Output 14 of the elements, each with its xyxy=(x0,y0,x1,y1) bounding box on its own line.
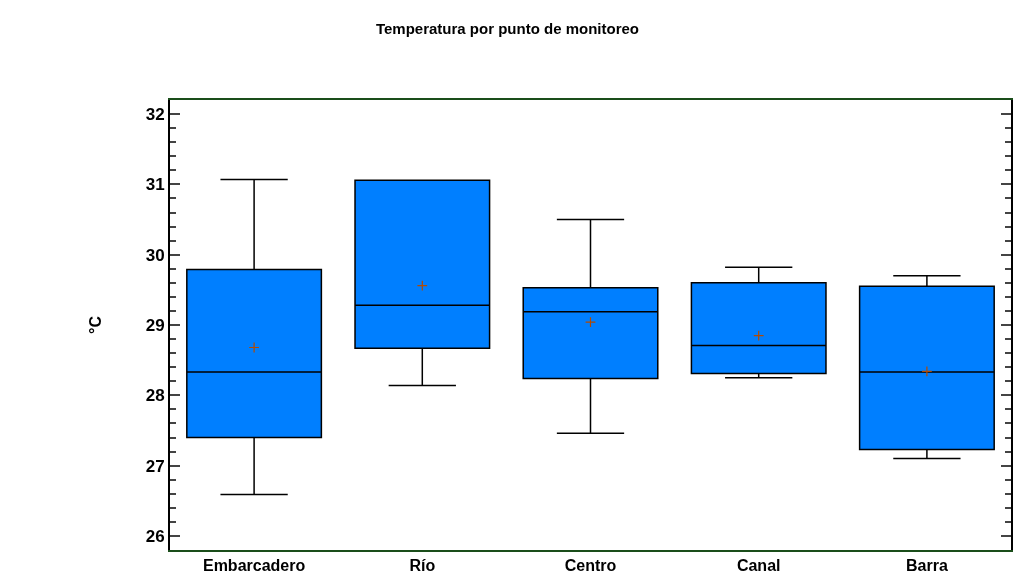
y-tick-label: 26 xyxy=(145,526,165,546)
y-tick-label: 28 xyxy=(145,386,165,406)
x-tick-label: Centro xyxy=(564,557,617,575)
x-tick-label: Río xyxy=(409,557,436,575)
x-tick-label: Canal xyxy=(736,557,781,575)
y-tick-label: 29 xyxy=(145,315,165,335)
x-tick-label: Embarcadero xyxy=(202,557,306,575)
chart-title: Temperatura por punto de monitoreo xyxy=(375,19,640,37)
x-tick-label: Barra xyxy=(905,557,948,575)
y-tick-label: 32 xyxy=(145,105,165,125)
y-tick-label: 31 xyxy=(145,175,165,195)
y-tick-label: 30 xyxy=(145,245,165,265)
y-tick-label: 27 xyxy=(145,456,165,476)
y-axis-title: °C xyxy=(87,315,105,334)
